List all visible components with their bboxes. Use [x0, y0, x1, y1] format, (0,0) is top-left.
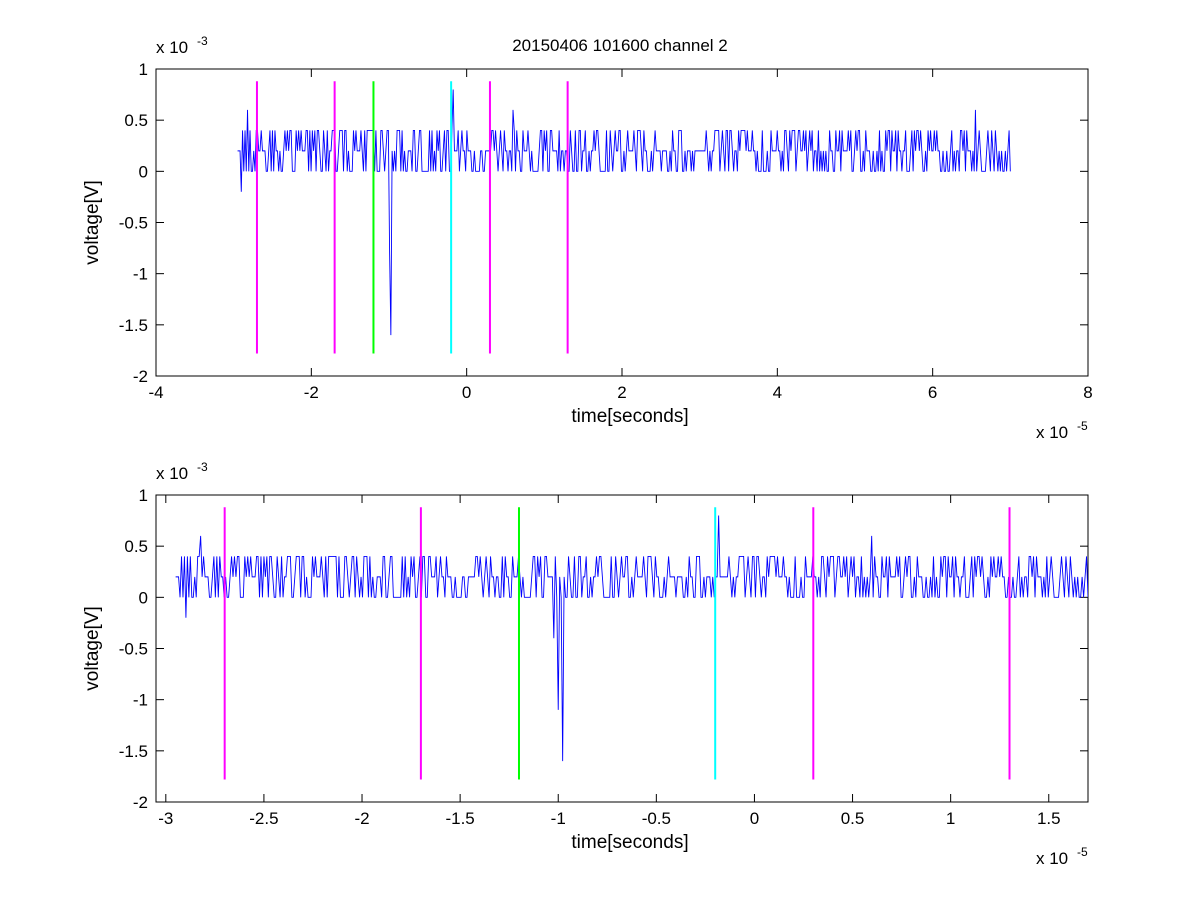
signal-line	[237, 89, 1011, 336]
axes-box	[155, 68, 1089, 377]
y-exponent-label: x 10	[156, 38, 188, 57]
y-tick-label: -0.5	[119, 214, 148, 233]
axes-box	[155, 494, 1089, 803]
y-tick-label: 1	[139, 60, 148, 79]
y-tick-label: 0.5	[124, 111, 148, 130]
y-tick-label: -1	[133, 265, 148, 284]
x-tick-label: 4	[773, 383, 782, 402]
x-axis-label: time[seconds]	[571, 406, 688, 427]
x-tick-label: 0.5	[841, 809, 865, 828]
y-tick-label: 1	[139, 486, 148, 505]
y-tick-label: 0	[139, 162, 148, 181]
x-tick-label: 1	[946, 809, 955, 828]
x-tick-label: 0	[750, 809, 759, 828]
x-tick-label: 2	[617, 383, 626, 402]
x-tick-label: -2	[354, 809, 369, 828]
x-tick-label: -1	[551, 809, 566, 828]
x-tick-label: -2	[304, 383, 319, 402]
signal-line	[175, 515, 1088, 762]
y-axis-label: voltage[V]	[82, 606, 103, 691]
y-tick-label: -1.5	[119, 316, 148, 335]
x-tick-label: 1.5	[1037, 809, 1061, 828]
y-tick-label: 0	[139, 588, 148, 607]
y-tick-label: -1.5	[119, 742, 148, 761]
y-exponent-label: x 10	[156, 464, 188, 483]
x-exponent-label: x 10	[1036, 423, 1068, 442]
x-tick-label: -3	[158, 809, 173, 828]
y-tick-label: -0.5	[119, 640, 148, 659]
y-tick-label: -2	[133, 367, 148, 386]
bottom-plot: 1 0.5 0 -0.5 -1 -1.5 -2 -3 -2.5 -2 -1.5 -1 -0.5 0 0.5 1…	[82, 460, 1089, 868]
top-plot: 10.50-0.5-1-1.5-2-4 -2 0 2 4 6 8time[seconds]v…	[82, 34, 1093, 442]
x-exponent-power: -5	[1077, 419, 1088, 433]
y-axis-label: voltage[V]	[82, 180, 103, 265]
y-tick-label: -1	[133, 691, 148, 710]
x-tick-label: -4	[148, 383, 163, 402]
x-exponent-label: x 10	[1036, 849, 1068, 868]
x-axis-label: time[seconds]	[571, 832, 688, 853]
x-tick-label: 8	[1083, 383, 1092, 402]
x-tick-label: -2.5	[249, 809, 278, 828]
x-tick-label: 6	[928, 383, 937, 402]
y-exponent-power: -3	[197, 34, 208, 48]
y-tick-label: -2	[133, 793, 148, 812]
x-tick-label: -0.5	[642, 809, 671, 828]
y-tick-label: 0.5	[124, 537, 148, 556]
x-tick-label: 0	[462, 383, 471, 402]
x-tick-label: -1.5	[445, 809, 474, 828]
y-exponent-power: -3	[197, 460, 208, 474]
x-exponent-power: -5	[1077, 845, 1088, 859]
figure-title: 20150406 101600 channel 2	[512, 36, 728, 55]
